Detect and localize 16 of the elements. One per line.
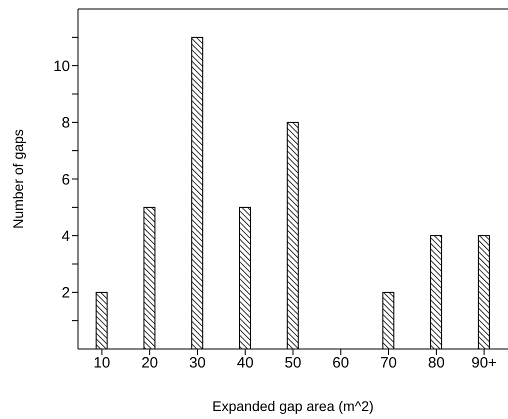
y-tick-label: 2	[62, 284, 70, 302]
x-tick-label: 50	[284, 354, 302, 372]
y-axis-title: Number of gaps	[10, 129, 26, 229]
x-tick-label: 20	[141, 354, 158, 372]
x-tick-label: 60	[332, 354, 350, 372]
x-tick-label: 90+	[471, 354, 498, 372]
y-tick-label: 10	[53, 58, 70, 75]
x-tick-label: 70	[380, 354, 397, 372]
x-tick-label: 10	[94, 354, 110, 372]
x-tick-label: 40	[236, 354, 254, 372]
y-tick-label: 4	[62, 228, 70, 245]
x-tick-label: 80	[428, 354, 445, 372]
y-tick-label: 8	[62, 114, 70, 132]
x-axis-title: Expanded gap area (m^2)	[212, 398, 374, 414]
y-tick-label: 6	[62, 171, 70, 188]
x-tick-label: 30	[189, 354, 206, 372]
